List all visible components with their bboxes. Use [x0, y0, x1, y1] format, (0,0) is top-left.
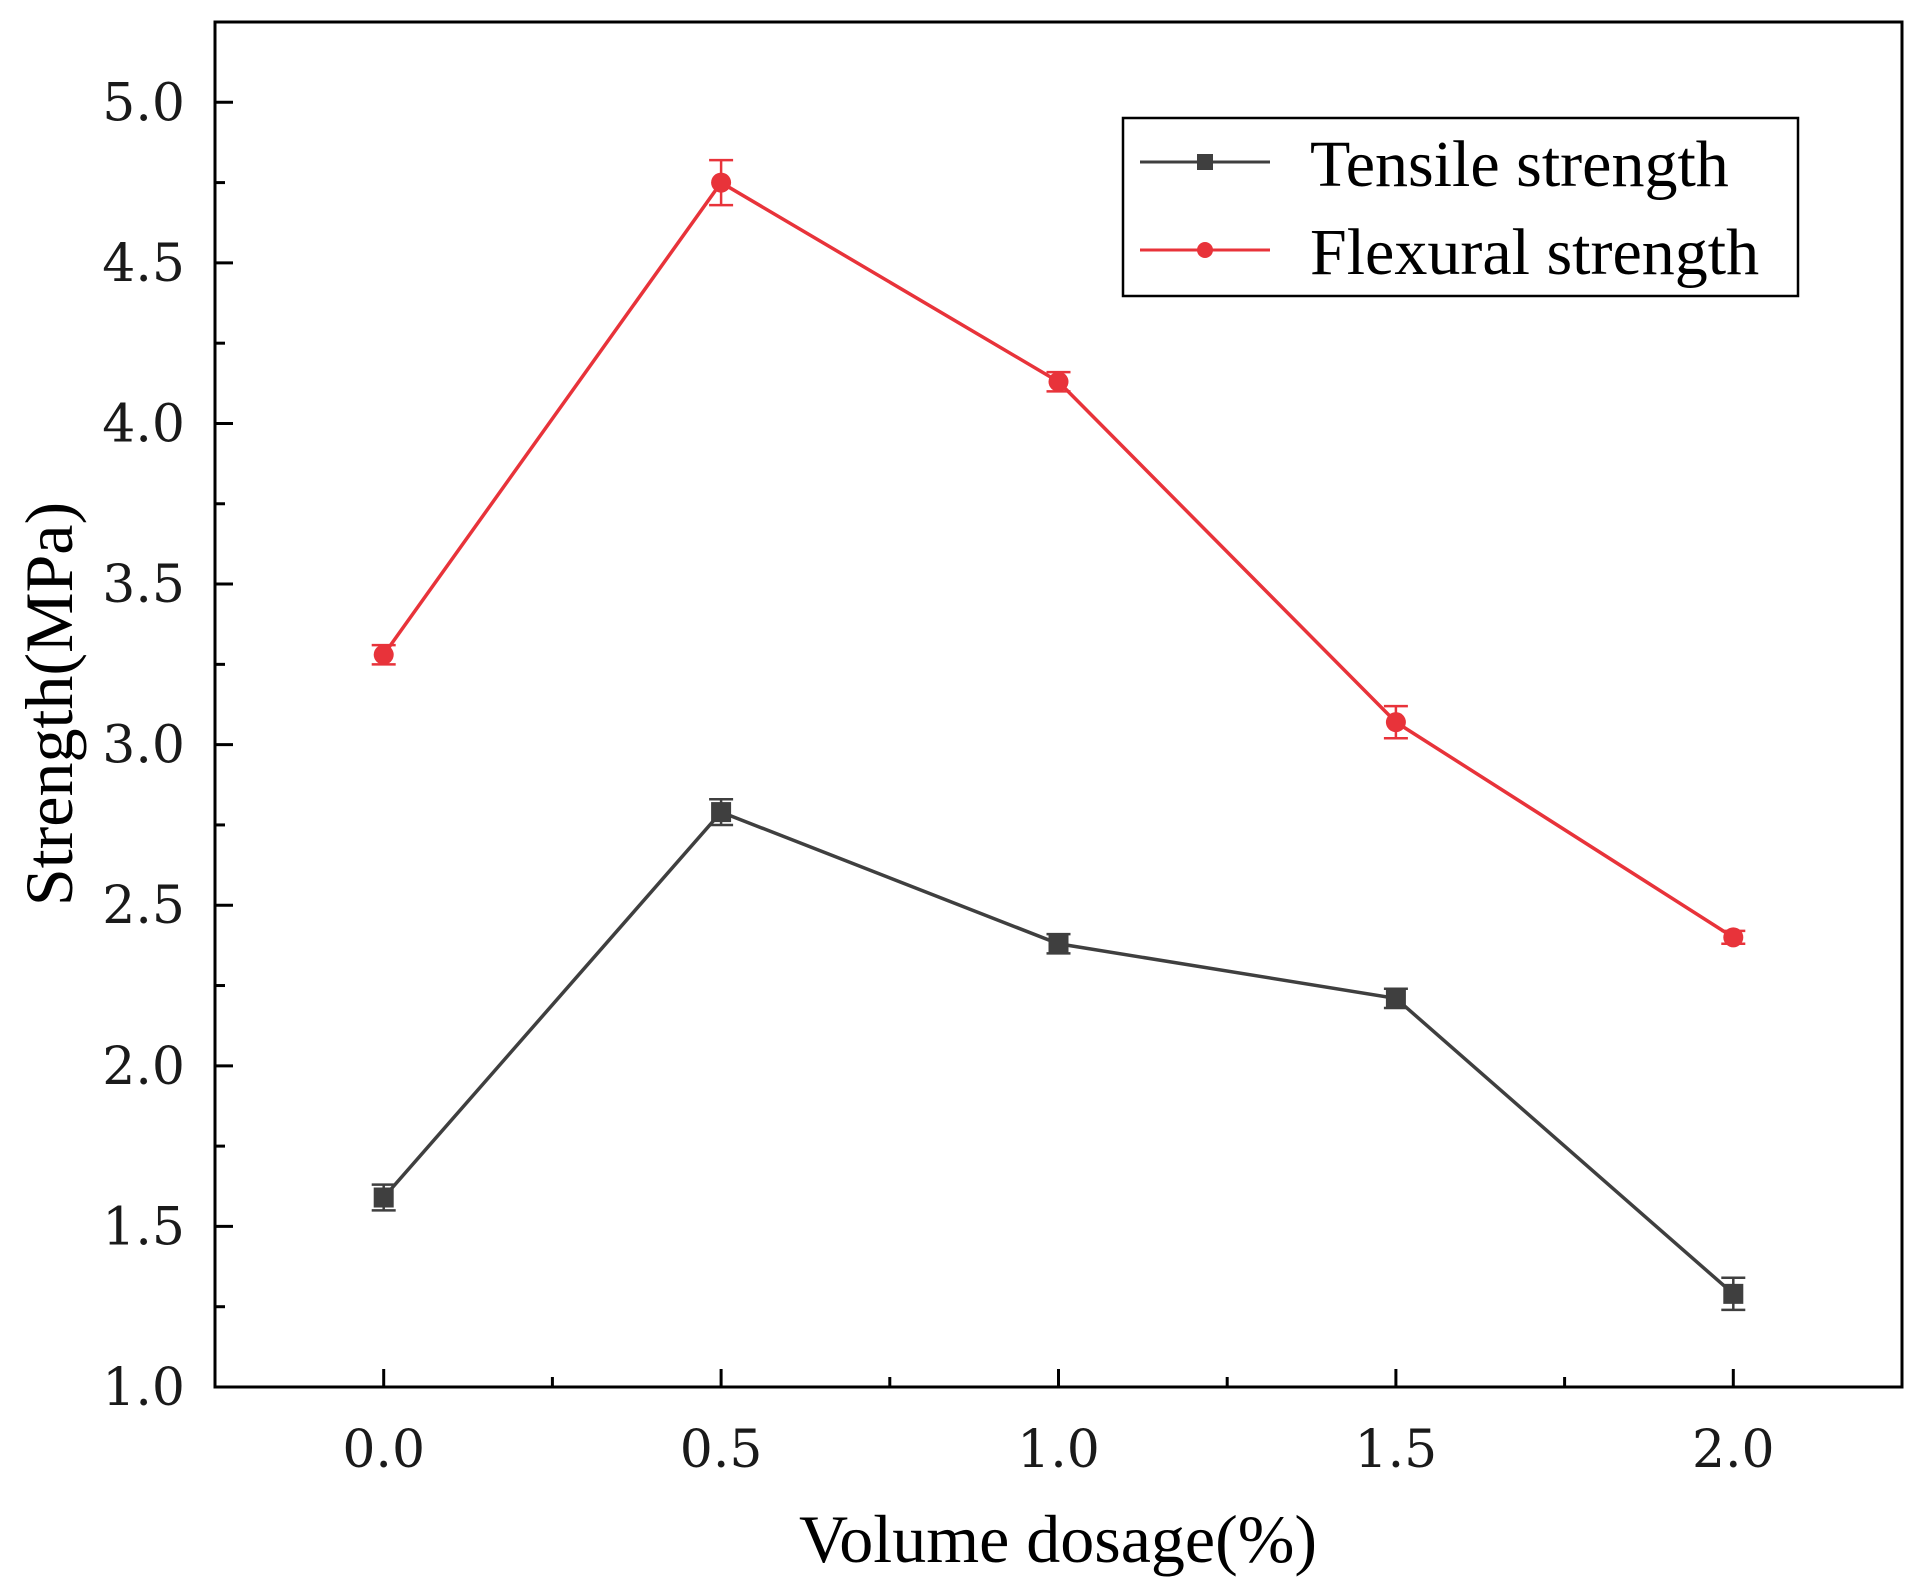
x-tick-label: 2.0: [1692, 1420, 1775, 1480]
data-point-tensile: [373, 1187, 394, 1208]
y-axis-title: Strength(MPa): [11, 502, 87, 906]
y-tick-label: 5.0: [102, 73, 185, 133]
legend: Tensile strength Flexural strength: [1121, 116, 1800, 298]
data-point-tensile: [1385, 988, 1406, 1009]
data-point-flexural: [1385, 712, 1406, 733]
x-tick-label: 0.0: [342, 1420, 425, 1480]
legend-flexural-marker: [1197, 242, 1213, 258]
x-tick-label: 1.5: [1355, 1420, 1438, 1480]
legend-tensile-marker: [1197, 154, 1213, 170]
data-point-tensile: [1048, 933, 1069, 954]
y-tick-label: 3.0: [102, 716, 185, 776]
y-tick-label: 2.0: [102, 1037, 185, 1097]
data-point-flexural: [1048, 371, 1069, 392]
series-layer: [371, 158, 1746, 1312]
y-tick-label: 4.0: [102, 394, 185, 454]
legend-flexural-label: Flexural strength: [1310, 216, 1759, 289]
legend-box: [1121, 116, 1800, 298]
y-axis: 1.0 1.5 2.0 2.5 3.0 3.5 4.0 4.5 5.0: [102, 73, 233, 1418]
data-point-flexural: [711, 172, 732, 193]
data-point-flexural: [1723, 927, 1744, 948]
series-line-tensile: [382, 810, 1735, 1296]
y-tick-label: 1.0: [102, 1358, 185, 1418]
y-tick-label: 1.5: [102, 1197, 185, 1257]
data-point-tensile: [1723, 1283, 1744, 1304]
y-tick-label: 2.5: [102, 876, 185, 936]
data-point-flexural: [373, 644, 394, 665]
x-axis: 0.0 0.5 1.0 1.5 2.0: [213, 1369, 1904, 1480]
y-tick-label: 3.5: [102, 555, 185, 615]
data-point-tensile: [711, 802, 732, 823]
x-axis-title: Volume dosage(%): [799, 1501, 1317, 1577]
legend-tensile-label: Tensile strength: [1310, 128, 1729, 201]
x-tick-label: 1.0: [1017, 1420, 1100, 1480]
x-tick-label: 0.5: [680, 1420, 763, 1480]
y-tick-label: 4.5: [102, 234, 185, 294]
